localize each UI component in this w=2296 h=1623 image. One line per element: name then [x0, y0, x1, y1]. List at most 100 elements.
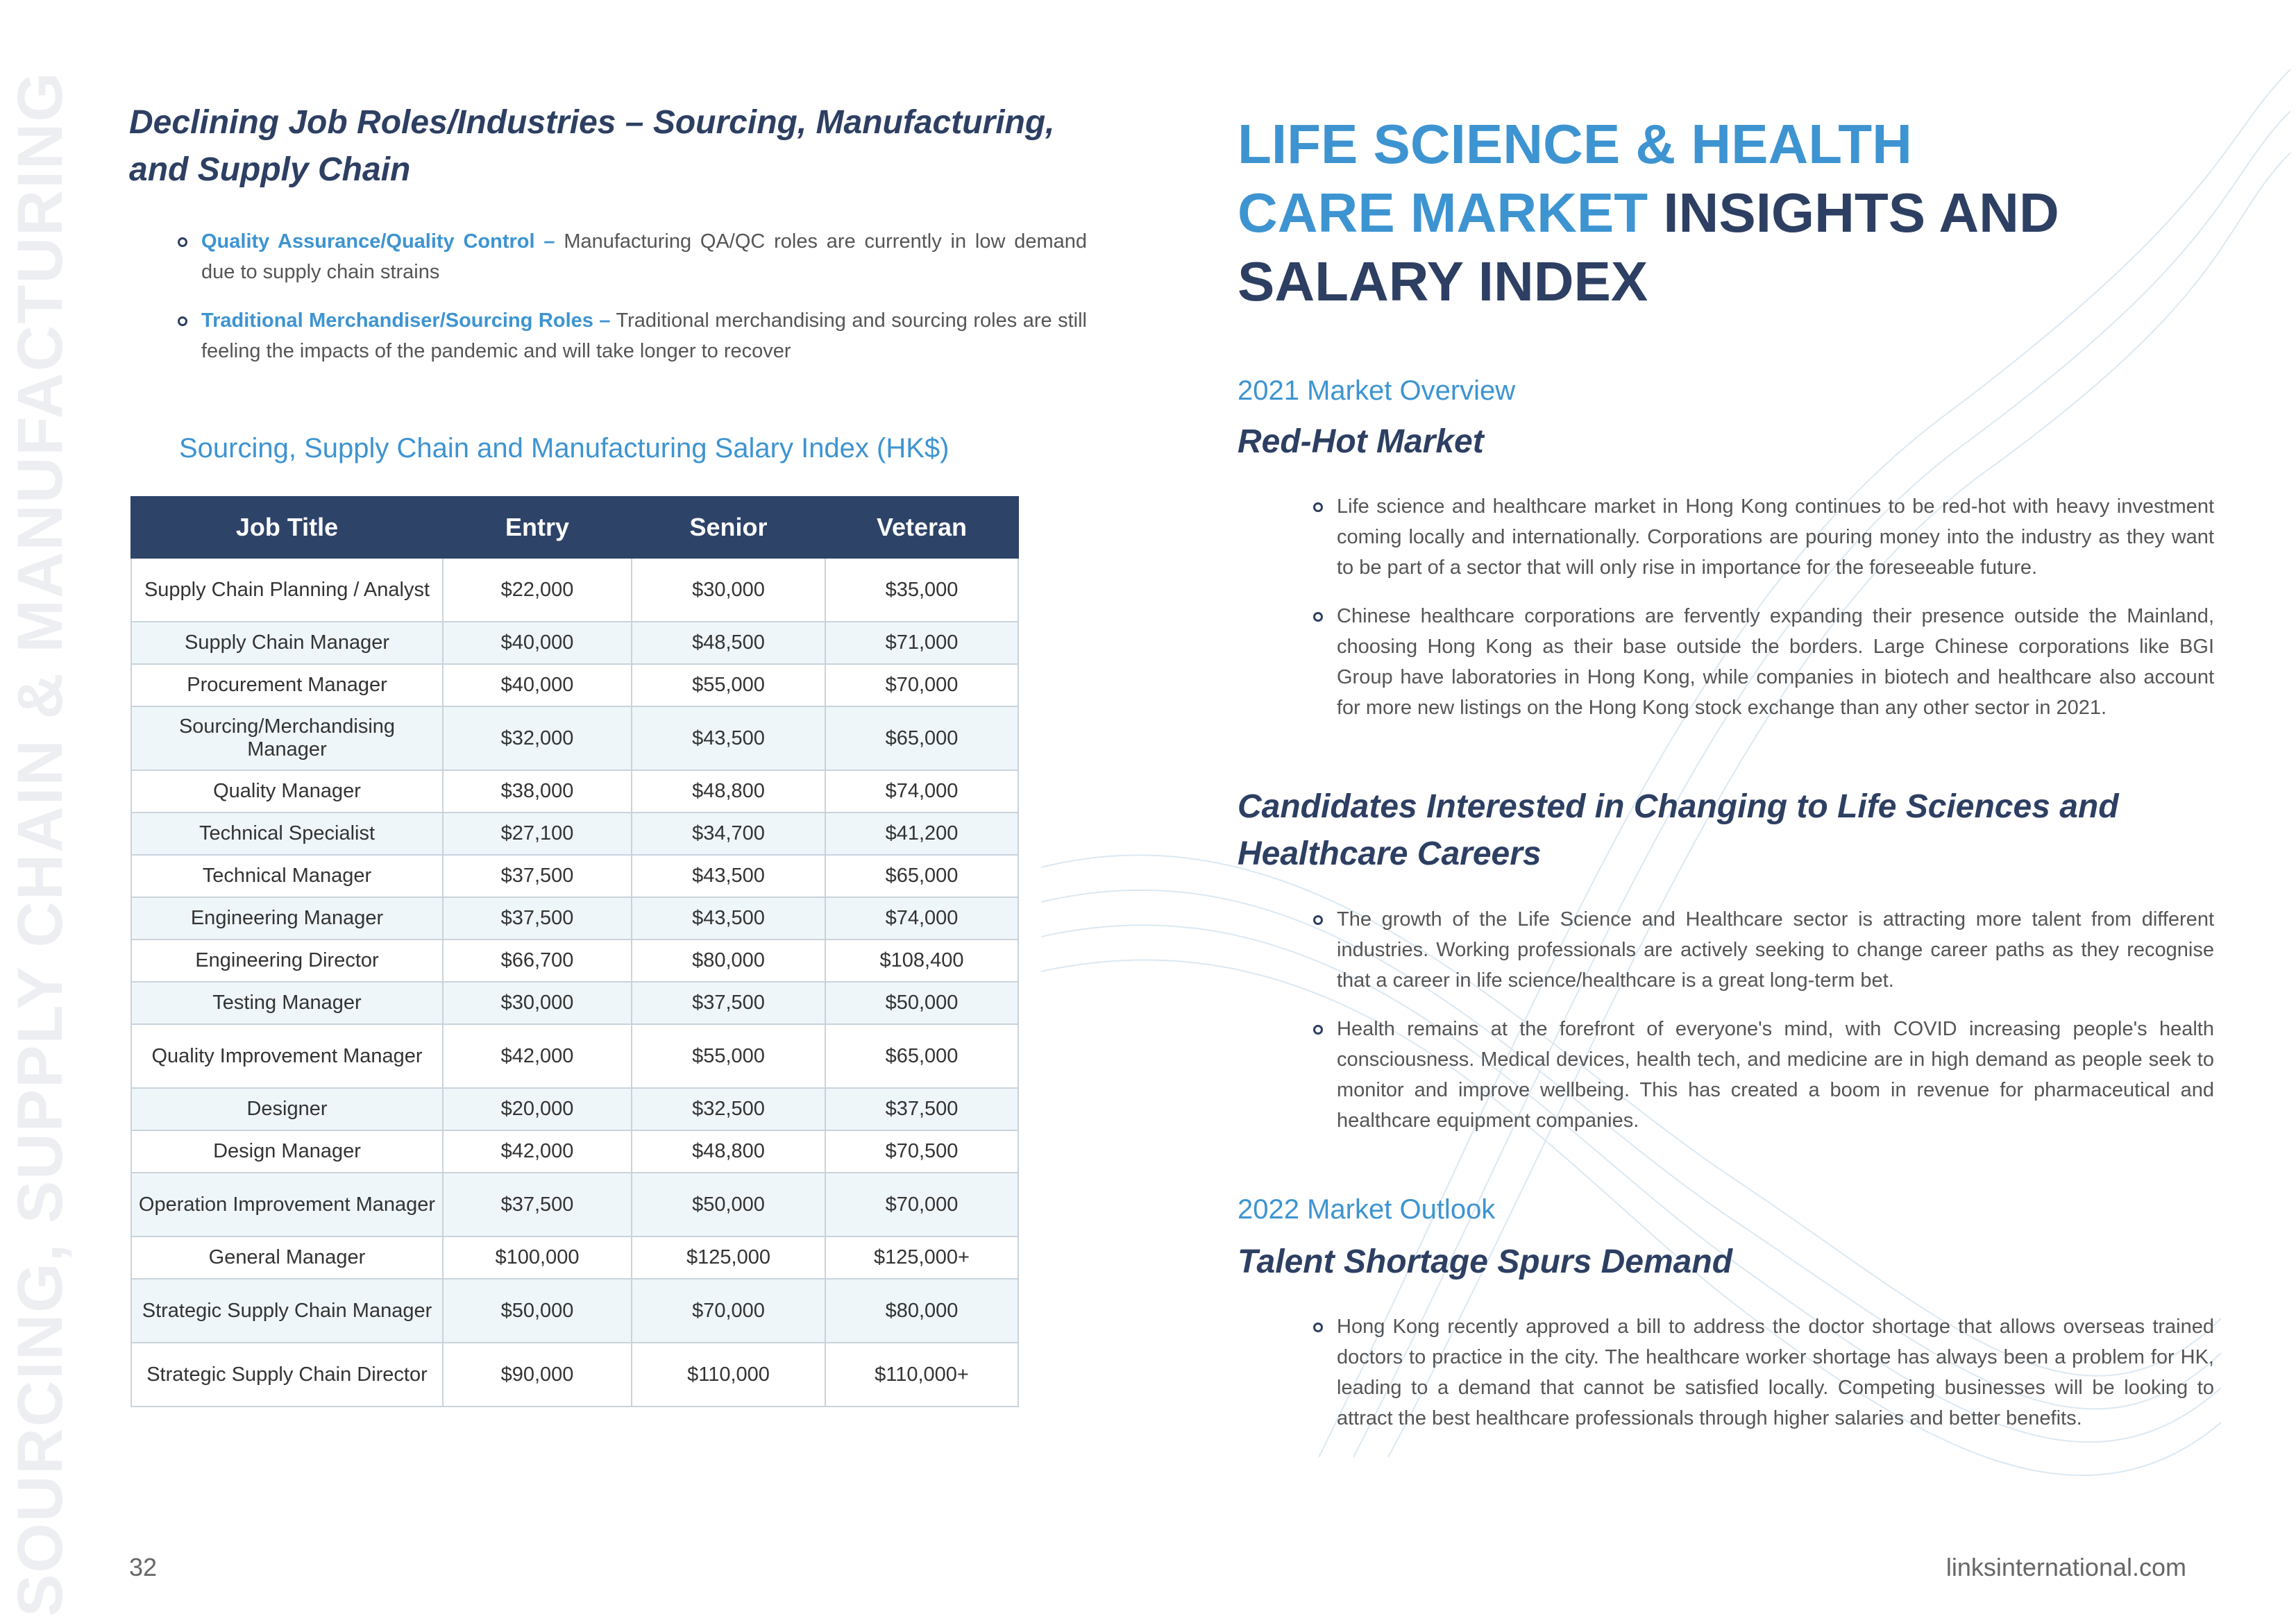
salary-cell: $27,100	[442, 812, 632, 856]
table-row: General Manager $100,000 $125,000 $125,000+	[130, 1236, 1019, 1280]
salary-cell: $43,500	[631, 854, 826, 898]
job-title-cell: Testing Manager	[130, 981, 444, 1025]
salary-cell: $48,500	[631, 621, 826, 665]
column-header: Job Title	[130, 496, 444, 559]
table-row: Testing Manager $30,000 $37,500 $50,000	[130, 981, 1019, 1025]
section-heading: Talent Shortage Spurs Demand	[1238, 1243, 1733, 1280]
salary-cell: $42,000	[442, 1023, 632, 1089]
salary-cell: $90,000	[442, 1342, 632, 1407]
title-line: LIFE SCIENCE & HEALTH	[1238, 113, 1912, 175]
salary-cell: $50,000	[825, 981, 1019, 1025]
salary-cell: $34,700	[631, 812, 826, 856]
salary-cell: $37,500	[442, 1172, 632, 1237]
title-text: INSIGHTS AND	[1663, 182, 2059, 244]
job-title-cell: Quality Manager	[130, 770, 444, 813]
job-title-cell: Engineering Director	[130, 939, 444, 983]
title-line: SALARY INDEX	[1238, 250, 1648, 312]
bullet-text: Traditional merchandising and sourcing r…	[201, 309, 1087, 362]
table-row: Design Manager $42,000 $48,800 $70,500	[130, 1130, 1019, 1173]
bullet: Health remains at the forefront of every…	[1313, 1014, 2214, 1136]
job-title-cell: Supply Chain Manager	[130, 621, 444, 665]
salary-cell: $35,000	[825, 557, 1019, 622]
salary-cell: $50,000	[442, 1278, 632, 1343]
job-title-cell: Strategic Supply Chain Director	[130, 1342, 444, 1407]
table-row: Strategic Supply Chain Manager $50,000 $70…	[130, 1278, 1019, 1343]
website: linksinternational.com	[1945, 1553, 2186, 1581]
salary-cell: $41,200	[825, 812, 1019, 856]
salary-cell: $37,500	[825, 1087, 1019, 1131]
salary-cell: $37,500	[442, 897, 632, 940]
section-label: 2022 Market Outlook	[1238, 1194, 1496, 1225]
header-row: Job Title Entry Senior Veteran	[130, 496, 1019, 559]
job-title-cell: Quality Improvement Manager	[130, 1023, 444, 1089]
job-title-cell: Technical Specialist	[130, 812, 444, 856]
salary-cell: $110,000	[631, 1342, 826, 1407]
salary-cell: $32,500	[631, 1087, 826, 1131]
side-label: LIFE SCIENCE & HEALTH CARE	[2288, 502, 2296, 1513]
salary-cell: $110,000+	[825, 1342, 1019, 1407]
decorative-waves	[1041, 69, 2290, 1477]
salary-cell: $42,000	[442, 1130, 632, 1173]
salary-cell: $125,000	[631, 1236, 826, 1280]
job-title-cell: General Manager	[130, 1236, 444, 1280]
bullet: Hong Kong recently approved a bill to ad…	[1313, 1311, 2214, 1434]
section-heading: Candidates Interested in Changing to Lif…	[1238, 788, 2119, 872]
job-title-cell: Procurement Manager	[130, 663, 444, 707]
column-header: Senior	[631, 496, 826, 559]
job-title-cell: Engineering Manager	[130, 897, 444, 940]
salary-cell: $20,000	[442, 1087, 632, 1131]
page-number: 32	[129, 1553, 158, 1581]
job-title-cell: Technical Manager	[130, 854, 444, 898]
salary-cell: $71,000	[825, 621, 1019, 665]
salary-cell: $43,500	[631, 897, 826, 940]
bullet-list: Life science and healthcare market in Ho…	[1309, 491, 2214, 741]
table-row: Quality Manager $38,000 $48,800 $74,000	[130, 770, 1019, 813]
salary-cell: $80,000	[631, 939, 826, 983]
salary-cell: $40,000	[442, 621, 632, 665]
job-title-cell: Design Manager	[130, 1130, 444, 1173]
table-row: Operation Improvement Manager $37,500 $50,…	[130, 1172, 1019, 1237]
bullet-term: Quality Assurance/Quality Control –	[201, 230, 555, 253]
salary-cell: $37,500	[631, 981, 826, 1025]
section-label: 2021 Market Overview	[1238, 375, 1516, 406]
table-row: Engineering Director $66,700 $80,000 $108,4…	[130, 939, 1019, 983]
job-title-cell: Strategic Supply Chain Manager	[130, 1278, 444, 1343]
salary-cell: $55,000	[631, 663, 826, 707]
salary-cell: $55,000	[631, 1023, 826, 1089]
side-label: SOURCING, SUPPLY CHAIN & MANUFACTURING	[5, 71, 76, 1617]
table-row: Procurement Manager $40,000 $55,000 $70,000	[130, 663, 1019, 707]
bullet: Quality Assurance/Quality Control – Manu…	[178, 226, 1087, 287]
table-row: Supply Chain Planning / Analyst $22,000 $3…	[130, 557, 1019, 622]
job-title-cell: Operation Improvement Manager	[130, 1172, 444, 1237]
table-row: Supply Chain Manager $40,000 $48,500 $71,00…	[130, 621, 1019, 665]
salary-cell: $100,000	[442, 1236, 632, 1280]
title-accent: CARE MARKET	[1238, 182, 1648, 244]
salary-cell: $30,000	[631, 557, 826, 622]
salary-cell: $30,000	[442, 981, 632, 1025]
salary-cell: $70,000	[825, 1172, 1019, 1237]
section-heading: Declining Job Roles/Industries – Sourcin…	[129, 104, 1055, 188]
bullet-list: Quality Assurance/Quality Control – Manu…	[174, 226, 1087, 384]
salary-cell: $50,000	[631, 1172, 826, 1237]
salary-cell: $65,000	[825, 854, 1019, 898]
salary-cell: $32,000	[442, 706, 632, 771]
table-row: Technical Manager $37,500 $43,500 $65,000	[130, 854, 1019, 898]
salary-cell: $70,500	[825, 1130, 1019, 1173]
salary-cell: $70,000	[825, 663, 1019, 707]
job-title-cell: Supply Chain Planning / Analyst	[130, 557, 444, 622]
bullet: The growth of the Life Science and Healt…	[1313, 904, 2214, 996]
salary-cell: $65,000	[825, 1023, 1019, 1089]
column-header: Entry	[442, 496, 632, 559]
salary-cell: $125,000+	[825, 1236, 1019, 1280]
title-line: CARE MARKET INSIGHTS AND	[1238, 178, 2059, 247]
salary-cell: $48,800	[631, 770, 826, 813]
salary-cell: $22,000	[442, 557, 632, 622]
salary-cell: $70,000	[631, 1278, 826, 1343]
page-title: LIFE SCIENCE & HEALTH CARE MARKET INSIGH…	[1238, 110, 2059, 316]
bullet: Traditional Merchandiser/Sourcing Roles …	[178, 305, 1087, 366]
table-row: Technical Specialist $27,100 $34,700 $41,20…	[130, 812, 1019, 856]
salary-cell: $108,400	[825, 939, 1019, 983]
salary-cell: $74,000	[825, 897, 1019, 940]
salary-cell: $65,000	[825, 706, 1019, 771]
bullet-term: Traditional Merchandiser/Sourcing Roles …	[201, 309, 611, 332]
